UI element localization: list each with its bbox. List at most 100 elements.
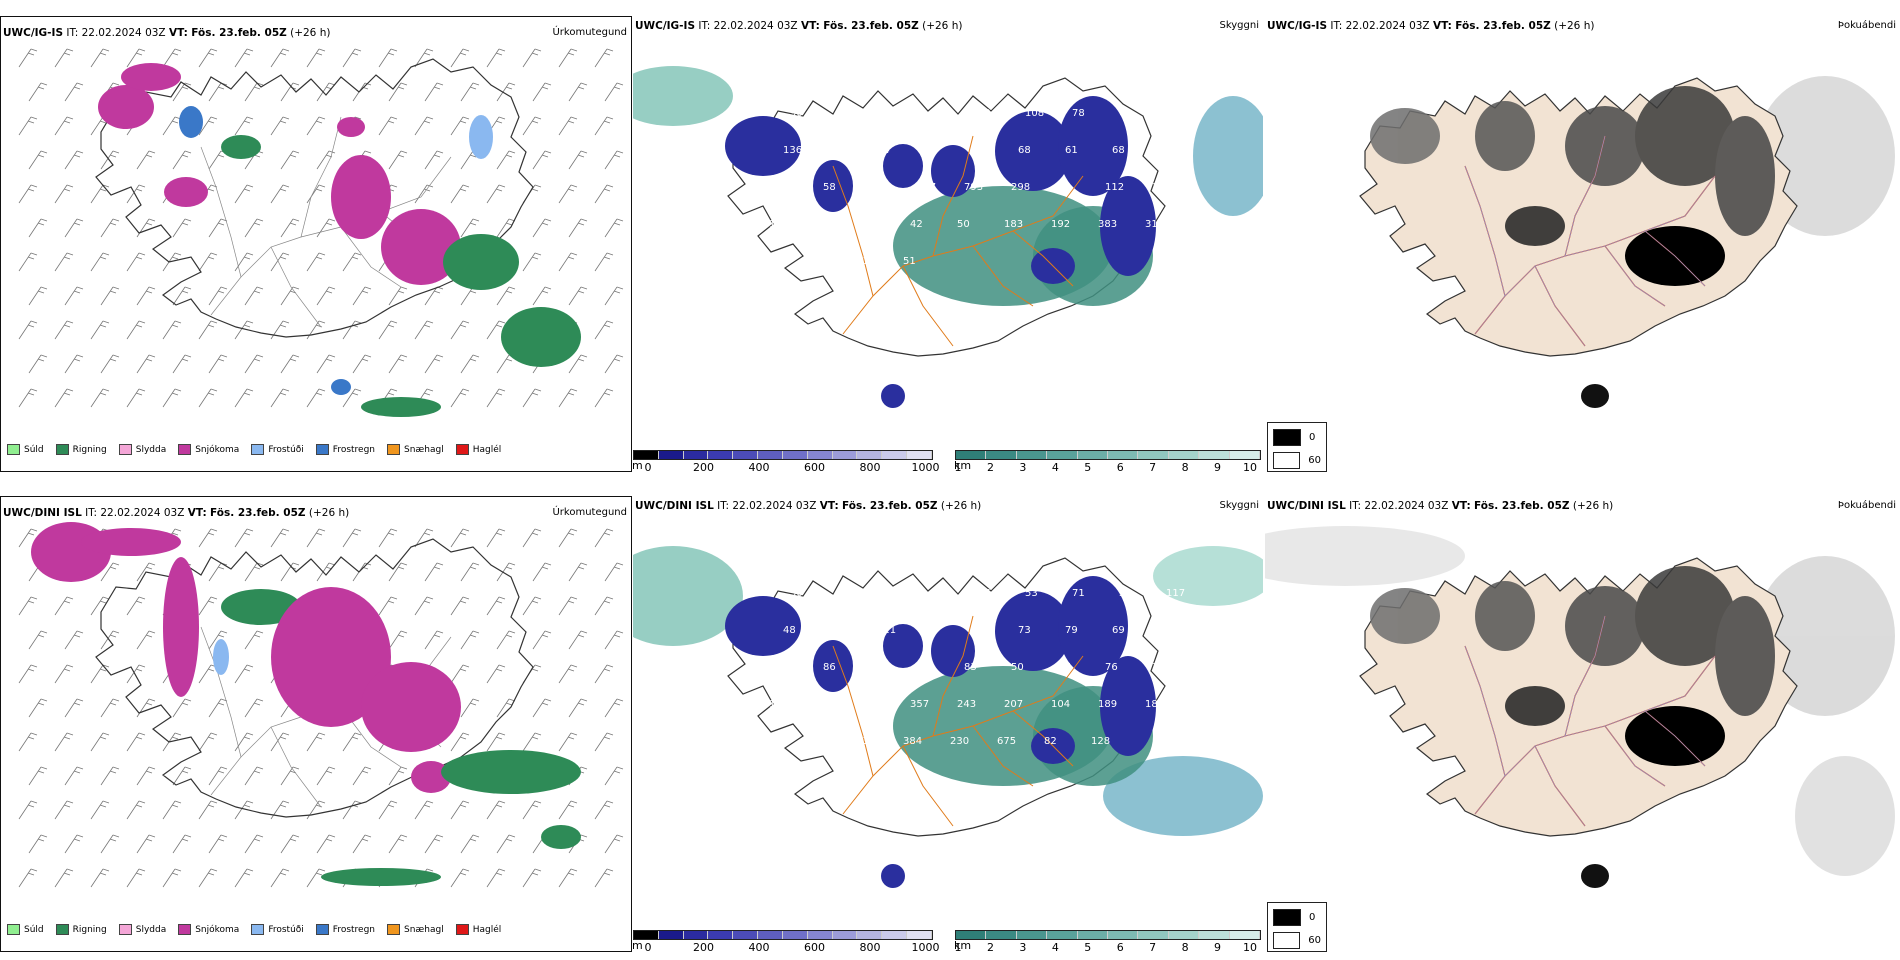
fog-map-svg bbox=[1265, 36, 1895, 436]
panel-title: Úrkomutegund bbox=[552, 507, 627, 518]
legend-label: Snjókoma bbox=[195, 924, 240, 935]
cloud-base-label: 298 bbox=[1011, 182, 1030, 193]
cloud-base-label: 73 bbox=[1018, 625, 1031, 636]
cloud-base-label: 80 bbox=[1159, 625, 1172, 636]
cloud-base-label: 300 bbox=[809, 736, 828, 747]
cloud-base-label: 78 bbox=[809, 256, 822, 267]
cloud-base-label: 136 bbox=[931, 588, 950, 599]
panel-header: UWC/DINI ISL IT: 22.02.2024 03Z VT: Fös.… bbox=[3, 507, 627, 521]
colorbar-tick: 3 bbox=[1019, 461, 1027, 474]
legend-label: Haglél bbox=[472, 924, 502, 935]
it-label: IT: bbox=[85, 507, 98, 519]
fog-legend-label: 60 bbox=[1308, 935, 1321, 946]
legend-swatch bbox=[387, 444, 401, 455]
legend-item-4: Frostúði bbox=[251, 924, 304, 935]
precip-type-map[interactable]: UWC/DINI ISL IT: 22.02.2024 03Z VT: Fös.… bbox=[0, 496, 632, 952]
colorbar-cloud-base: 0 200 400 600 800 1000 m bbox=[632, 450, 940, 474]
cloud-base-label: 127 bbox=[884, 108, 903, 119]
vt-value: Fös. 23.feb. 05Z bbox=[1455, 20, 1551, 32]
colorbar-tick: 600 bbox=[804, 941, 825, 954]
cloud-base-label: 675 bbox=[997, 736, 1016, 747]
colorbar-visibility: 1 2 3 4 5 6 7 8 9 10 km bbox=[954, 930, 1261, 954]
precip-type-legend: Súld Rigning Slydda Snjókoma Frostúði Frostre… bbox=[7, 444, 501, 455]
colorbar-tick: 4 bbox=[1051, 941, 1059, 954]
legend-label: Snæhagl bbox=[404, 924, 444, 935]
model-name: UWC/DINI ISL bbox=[635, 500, 714, 512]
visibility-map[interactable]: 93 90 62 127 128 69 108 78 63 142 136 197 84 55 60 68 61… bbox=[633, 36, 1263, 436]
cloud-base-label: 363 bbox=[1152, 662, 1171, 673]
visibility-map[interactable]: 81 50 64 133 136 96 53 71 53 117 48 90 121 99 108 73 79 6… bbox=[633, 516, 1263, 916]
cloud-base-label: 357 bbox=[910, 699, 929, 710]
colorbar-tick: 6 bbox=[1116, 461, 1124, 474]
fog-legend-label: 0 bbox=[1309, 432, 1316, 443]
panel-title: Þokuábendi bbox=[1837, 20, 1896, 31]
it-value: 22.02.2024 03Z bbox=[732, 500, 817, 512]
vt-label: VT: bbox=[1432, 20, 1452, 32]
cloud-base-label: 42 bbox=[910, 219, 923, 230]
fog-panel: UWC/DINI ISL IT: 22.02.2024 03Z VT: Fös.… bbox=[1265, 490, 1900, 960]
cloud-base-label: 181 bbox=[1145, 699, 1164, 710]
cloud-base-label: 80 bbox=[816, 219, 829, 230]
colorbar-tick: 5 bbox=[1084, 461, 1092, 474]
cloud-base-label: 82 bbox=[1044, 736, 1057, 747]
fog-map[interactable] bbox=[1265, 36, 1895, 436]
legend-item-2: Slydda bbox=[118, 924, 167, 935]
colorbar-tick: 9 bbox=[1214, 941, 1222, 954]
vt-label: VT: bbox=[819, 500, 839, 512]
vt-value: Fös. 23.feb. 05Z bbox=[191, 27, 287, 39]
legend-swatch bbox=[55, 444, 69, 455]
colorbar-tick: 8 bbox=[1181, 461, 1189, 474]
legend-label: Rigning bbox=[72, 444, 107, 455]
cloud-base-label: 93 bbox=[743, 108, 756, 119]
fog-map-svg bbox=[1265, 516, 1895, 916]
legend-item-0: Súld bbox=[7, 444, 44, 455]
cloud-base-label: 63 bbox=[863, 699, 876, 710]
fog-legend-swatch bbox=[1273, 909, 1301, 926]
precip-type-map[interactable]: UWC/IG-IS IT: 22.02.2024 03Z VT: Fös. 23… bbox=[0, 16, 632, 472]
cloud-base-label: 59 bbox=[863, 219, 876, 230]
fog-map[interactable] bbox=[1265, 516, 1895, 916]
cloud-base-label: 61 bbox=[1065, 145, 1078, 156]
cloud-base-label: 106 bbox=[769, 219, 788, 230]
colorbar-tick: 1 bbox=[954, 941, 962, 954]
legend-label: Snjókoma bbox=[195, 444, 240, 455]
panel-title: Þokuábendi bbox=[1837, 500, 1896, 511]
cloud-base-label: 58 bbox=[823, 182, 836, 193]
it-label: IT: bbox=[66, 27, 79, 39]
cloud-base-label: 242 bbox=[870, 182, 889, 193]
cloud-base-label: 338 bbox=[856, 736, 875, 747]
fog-legend-row: 60 bbox=[1273, 932, 1321, 949]
colorbar-tick: 6 bbox=[1116, 941, 1124, 954]
vt-label: VT: bbox=[800, 20, 820, 32]
cloud-base-label: 68 bbox=[1018, 145, 1031, 156]
colorbar-tick: 10 bbox=[1242, 941, 1257, 954]
cloud-base-label: 128 bbox=[1091, 736, 1110, 747]
visibility-panel: UWC/DINI ISL IT: 22.02.2024 03Z VT: Fös.… bbox=[632, 490, 1263, 960]
colorbar-tick: 3 bbox=[1019, 941, 1027, 954]
legend-swatch bbox=[55, 924, 69, 935]
fog-legend-label: 0 bbox=[1309, 912, 1316, 923]
cloud-base-label: 86 bbox=[823, 662, 836, 673]
legend-item-4: Frostúði bbox=[251, 444, 304, 455]
colorbar-tick: 200 bbox=[693, 941, 714, 954]
cloud-base-label: 67 bbox=[776, 182, 789, 193]
cloud-base-label: 55 bbox=[924, 145, 937, 156]
cloud-base-label: 99 bbox=[924, 625, 937, 636]
iceland-outline bbox=[95, 538, 534, 818]
cloud-base-label: 128 bbox=[931, 108, 950, 119]
cloud-base-label: 133 bbox=[884, 588, 903, 599]
legend-label: Slydda bbox=[135, 444, 167, 455]
precip-map-svg bbox=[18, 522, 624, 888]
fog-legend-row: 60 bbox=[1273, 452, 1321, 469]
visibility-map-svg: 93 90 62 127 128 69 108 78 63 142 136 197 84 55 60 68 61… bbox=[633, 36, 1263, 436]
vt-value: Fös. 23.feb. 05Z bbox=[1474, 500, 1570, 512]
panel-header: UWC/IG-IS IT: 22.02.2024 03Z VT: Fös. 23… bbox=[1267, 20, 1896, 34]
vt-value: Fös. 23.feb. 05Z bbox=[823, 20, 919, 32]
colorbar-unit: m bbox=[632, 939, 643, 952]
cloud-base-label: 53 bbox=[1025, 588, 1038, 599]
cloud-base-label: 189 bbox=[1098, 699, 1117, 710]
cloud-base-label: 76 bbox=[1105, 662, 1118, 673]
cloud-base-label: 69 bbox=[1112, 625, 1125, 636]
legend-label: Slydda bbox=[135, 924, 167, 935]
cloud-base-label: 68 bbox=[1112, 145, 1125, 156]
